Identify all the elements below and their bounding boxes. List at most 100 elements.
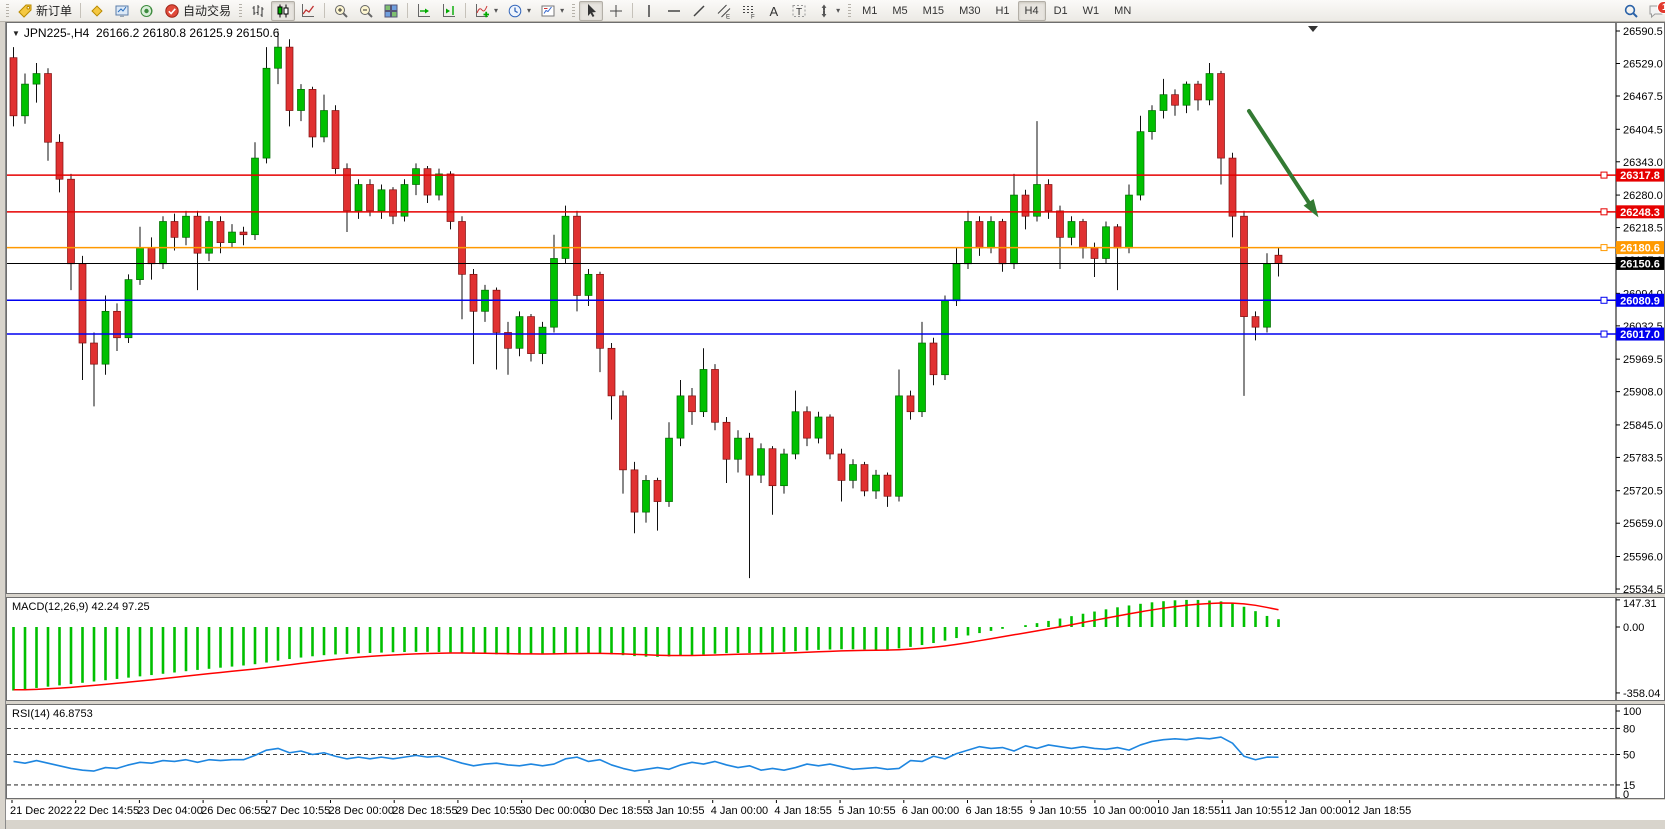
dropdown-arrow-icon[interactable]: ▾ bbox=[560, 6, 565, 15]
candlestick bbox=[377, 184, 386, 219]
candlestick bbox=[182, 210, 190, 246]
indicators-button[interactable]: ▾ bbox=[470, 1, 502, 21]
chart-shift-button[interactable] bbox=[437, 1, 461, 21]
price-axis[interactable] bbox=[1616, 23, 1664, 593]
toolbar-drag-handle bbox=[572, 3, 576, 18]
sound-alerts-button[interactable] bbox=[135, 1, 159, 21]
fibonacci-button[interactable]: F bbox=[737, 1, 761, 21]
cursor-button[interactable] bbox=[579, 0, 604, 21]
candlestick bbox=[941, 295, 949, 381]
one-click-trading-collapse-icon[interactable]: ▼ bbox=[12, 29, 20, 38]
price-tick-label: 25596.0 bbox=[1623, 552, 1663, 564]
candlestick bbox=[389, 187, 397, 225]
macd-axis-label: 0.00 bbox=[1623, 622, 1644, 634]
arrows-button[interactable]: ▾ bbox=[812, 1, 844, 21]
timeframe-m1[interactable]: M1 bbox=[862, 4, 878, 17]
dropdown-arrow-icon[interactable]: ▾ bbox=[527, 6, 532, 15]
trend-arrow-annotation[interactable] bbox=[1247, 109, 1319, 218]
horizontal-line-button[interactable] bbox=[662, 1, 686, 21]
candlestick bbox=[527, 313, 535, 362]
trend-line-button[interactable] bbox=[687, 1, 711, 21]
new-order-button[interactable]: 新订单 bbox=[13, 1, 76, 21]
level-line-26017.0[interactable]: 26017.0 bbox=[7, 327, 1664, 342]
level-line-26180.6[interactable]: 26180.6 bbox=[7, 241, 1664, 255]
candlestick bbox=[1067, 216, 1076, 246]
time-axis[interactable]: 21 Dec 2022 22 Dec 14:55 23 Dec 04:00 26 De… bbox=[6, 800, 1665, 820]
time-tick-label: 3 Jan 10:55 bbox=[647, 805, 705, 817]
candlestick bbox=[757, 443, 765, 484]
periods-icon bbox=[507, 3, 523, 19]
timeframe-m30[interactable]: M30 bbox=[959, 4, 981, 17]
line-chart-button[interactable] bbox=[296, 1, 320, 21]
text-button[interactable]: A bbox=[762, 1, 786, 21]
candlestick bbox=[768, 446, 777, 515]
dropdown-arrow-icon[interactable]: ▾ bbox=[836, 6, 841, 15]
timeframe-m15[interactable]: M15 bbox=[922, 4, 945, 17]
level-line-26248.3[interactable]: 26248.3 bbox=[7, 205, 1664, 219]
macd-indicator-panel[interactable]: MACD(12,26,9) 42.24 97.25 147.31 0.00 -358… bbox=[6, 597, 1665, 701]
candlestick bbox=[619, 390, 627, 494]
timeframe-h1[interactable]: H1 bbox=[995, 4, 1010, 17]
rsi-indicator-panel[interactable]: RSI(14) 46.8753 100 80 50 150 bbox=[6, 704, 1665, 799]
market-watch-button[interactable] bbox=[110, 1, 134, 21]
timeframe-d1[interactable]: D1 bbox=[1053, 4, 1068, 17]
rsi-canvas[interactable]: 100 80 50 150 bbox=[7, 705, 1664, 798]
rsi-axis-label: 80 bbox=[1623, 723, 1635, 735]
rsi-axis[interactable] bbox=[1616, 705, 1664, 798]
time-tick-label: 12 Jan 00:00 bbox=[1284, 805, 1348, 817]
level-line-26080.9[interactable]: 26080.9 bbox=[7, 293, 1664, 308]
equidistant-channel-button[interactable]: E bbox=[712, 1, 736, 21]
level-price-tag: 26080.9 bbox=[1620, 295, 1660, 307]
candlestick bbox=[849, 459, 857, 489]
vertical-line-button[interactable] bbox=[637, 1, 661, 21]
arrows-icon bbox=[816, 3, 832, 19]
macd-canvas[interactable]: 147.31 0.00 -358.04 bbox=[7, 598, 1664, 700]
candlestick bbox=[1205, 62, 1214, 106]
candlestick bbox=[67, 173, 75, 291]
toolbar-separator bbox=[465, 3, 467, 18]
time-tick-label: 9 Jan 10:55 bbox=[1029, 805, 1087, 817]
candlestick bbox=[1148, 105, 1156, 140]
timeframe-m5[interactable]: M5 bbox=[892, 4, 908, 17]
dropdown-arrow-icon[interactable]: ▾ bbox=[494, 6, 499, 15]
price-tick-label: 25534.5 bbox=[1623, 584, 1663, 593]
chart-shift-marker-icon[interactable] bbox=[1308, 26, 1318, 32]
price-chart-canvas[interactable]: 26590.5 26529.0 26467.5 26404.5 26343.0 26280… bbox=[7, 23, 1664, 593]
autotrade-label: 自动交易 bbox=[183, 4, 232, 18]
timeframe-mn[interactable]: MN bbox=[1114, 4, 1132, 17]
search-button[interactable] bbox=[1619, 1, 1643, 21]
text-label-button[interactable]: T bbox=[787, 1, 811, 21]
notifications-button[interactable]: 1 bbox=[1644, 0, 1665, 21]
candlestick bbox=[492, 287, 501, 370]
bars-chart-button[interactable] bbox=[246, 1, 270, 21]
zoom-in-button[interactable] bbox=[329, 1, 353, 21]
candles-chart-button[interactable] bbox=[271, 0, 296, 21]
periods-button[interactable]: ▾ bbox=[503, 1, 535, 21]
auto-scroll-button[interactable] bbox=[412, 1, 436, 21]
time-tick-label: 10 Jan 00:00 bbox=[1093, 805, 1157, 817]
time-tick-label: 26 Dec 06:55 bbox=[201, 805, 266, 817]
candlestick bbox=[1251, 311, 1260, 341]
candlestick bbox=[193, 210, 202, 291]
text-label-icon: T bbox=[791, 3, 807, 19]
macd-axis[interactable] bbox=[1616, 598, 1664, 700]
time-tick-label: 30 Dec 00:00 bbox=[520, 805, 585, 817]
tile-windows-button[interactable] bbox=[379, 1, 403, 21]
candlestick bbox=[1171, 89, 1179, 116]
crosshair-button[interactable] bbox=[604, 1, 628, 21]
templates-button[interactable]: ▾ bbox=[536, 1, 568, 21]
candlestick bbox=[1021, 189, 1030, 230]
candlestick bbox=[366, 179, 374, 217]
level-line-26317.8[interactable]: 26317.8 bbox=[7, 168, 1664, 183]
candlestick bbox=[814, 411, 823, 444]
price-chart-panel[interactable]: ▼ JPN225-,H4 26166.2 26180.8 26125.9 2615… bbox=[6, 22, 1665, 594]
timeframe-w1[interactable]: W1 bbox=[1082, 4, 1100, 17]
timeframe-h4[interactable]: H4 bbox=[1017, 0, 1046, 21]
autotrade-button[interactable]: 自动交易 bbox=[160, 1, 235, 21]
candlestick bbox=[906, 390, 915, 420]
toolbar-separator bbox=[632, 3, 634, 18]
rsi-axis-label: 15 bbox=[1623, 780, 1635, 792]
zoom-out-button[interactable] bbox=[354, 1, 378, 21]
profiles-button[interactable] bbox=[85, 1, 109, 21]
